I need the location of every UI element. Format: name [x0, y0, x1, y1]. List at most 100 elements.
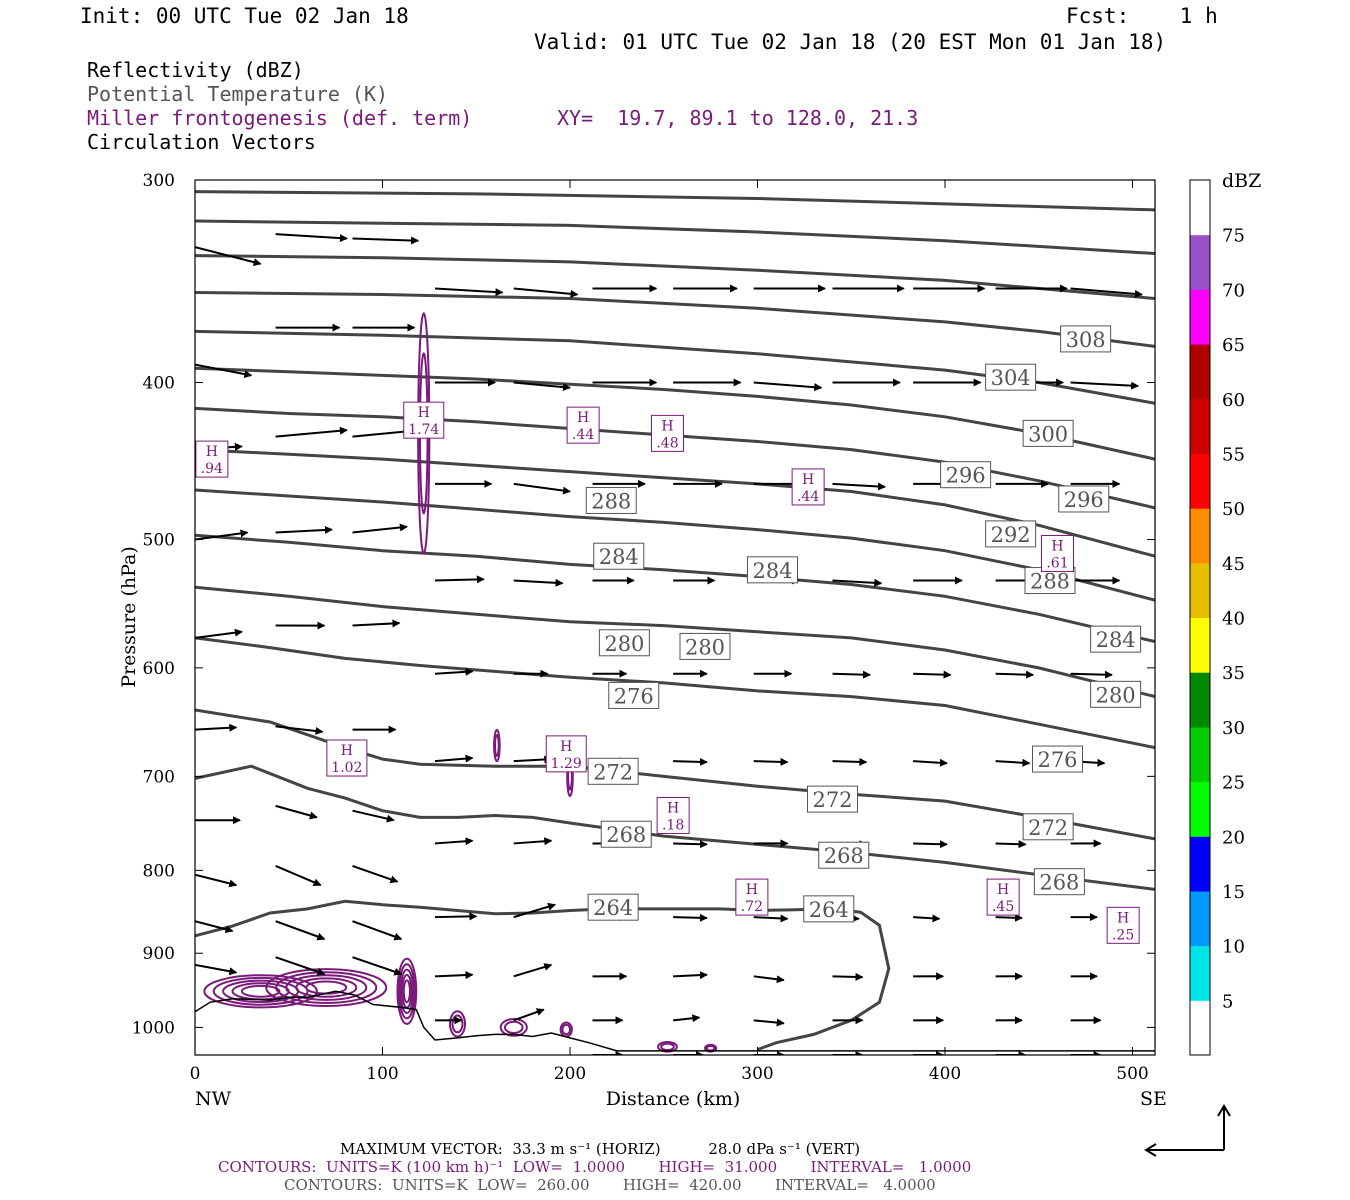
theta-contour-320: [195, 190, 1155, 212]
theta-label-box: [587, 757, 639, 785]
frontogenesis-max-box: [545, 735, 587, 773]
colorbar-level-label: 5: [1222, 991, 1233, 1012]
circulation-vector: [753, 914, 789, 923]
theta-label-box: [587, 893, 639, 921]
x-tick-label: 500: [1116, 1064, 1148, 1084]
y-tick-label: 500: [143, 531, 175, 551]
legend-potential-temperature: Potential Temperature (K): [87, 82, 389, 106]
theta-label: 264: [809, 898, 849, 922]
theta-contour-264: [195, 899, 891, 1052]
colorbar-swatch: [1190, 672, 1210, 728]
circulation-vector: [275, 525, 333, 534]
circulation-vector: [1070, 287, 1143, 298]
circulation-vector: [995, 840, 1027, 849]
colorbar-swatch: [1190, 453, 1210, 509]
theta-label-box: [1022, 813, 1074, 841]
footer-contours-theta: CONTOURS: UNITS=K LOW= 260.00 HIGH= 420.…: [284, 1176, 936, 1194]
circulation-vector: [275, 920, 326, 941]
frontogenesis-max-box: [651, 414, 684, 452]
y-tick-label: 1000: [132, 1018, 175, 1038]
theta-label-box: [940, 461, 992, 489]
colorbar-level-label: 65: [1222, 335, 1245, 356]
frontogenesis-max-value: .44: [572, 427, 594, 443]
theta-contour-308: [195, 291, 1155, 348]
colorbar-frame: [1189, 179, 1211, 1056]
frontogenesis-max-box: [986, 878, 1020, 916]
circulation-vector: [513, 1008, 545, 1022]
circulation-vector: [195, 963, 238, 976]
footer-contours-frontogenesis: CONTOURS: UNITS=K (100 km h)⁻¹ LOW= 1.00…: [218, 1158, 972, 1176]
frontogenesis-max-label: H: [206, 444, 218, 460]
theta-label: 296: [1064, 488, 1104, 512]
circulation-vector: [434, 575, 485, 584]
theta-label-box: [1058, 485, 1110, 513]
colorbar-level-label: 30: [1222, 718, 1245, 739]
x-end-label-nw: NW: [195, 1088, 232, 1110]
circulation-vector: [753, 1018, 785, 1027]
colorbar-swatch: [1190, 289, 1210, 345]
theta-label: 284: [599, 545, 639, 569]
frontogenesis-max-label: H: [667, 800, 679, 816]
reference-vector-icon: [1144, 1104, 1231, 1157]
frontogenesis-contour: [265, 968, 388, 1007]
colorbar-level-label: 60: [1222, 390, 1245, 411]
theta-label: 276: [614, 684, 654, 708]
colorbar-level-label: 50: [1222, 499, 1245, 520]
frontogenesis-max-value: .45: [992, 899, 1014, 915]
colorbar-level-label: 35: [1222, 663, 1245, 684]
colorbar-swatch: [1190, 836, 1210, 892]
circulation-vector: [673, 840, 708, 849]
colorbar-swatch: [1190, 508, 1210, 564]
theta-label: 280: [1096, 683, 1136, 707]
circulation-vector: [673, 913, 708, 922]
x-tick-label: 300: [741, 1064, 773, 1084]
y-tick-label: 900: [143, 944, 175, 964]
theta-label-box: [1022, 419, 1074, 447]
circulation-vector: [352, 864, 399, 884]
circulation-vector: [434, 837, 474, 846]
frontogenesis-max-value: .61: [1046, 555, 1068, 571]
circulation-vector: [995, 758, 1031, 767]
theta-label: 276: [1037, 748, 1077, 772]
theta-contour-288: [195, 488, 1155, 602]
circulation-vector: [513, 482, 571, 495]
theta-label-box: [679, 632, 731, 660]
frontogenesis-contour: [285, 974, 368, 1001]
circulation-vector: [832, 972, 864, 981]
circulation-vector: [913, 758, 948, 767]
colorbar-swatch: [1190, 617, 1210, 673]
theta-contour-268: [195, 764, 1155, 891]
circulation-vector: [673, 757, 708, 766]
theta-label: 268: [1039, 871, 1079, 895]
valid-time: Valid: 01 UTC Tue 02 Jan 18 (20 EST Mon …: [534, 30, 1167, 54]
circulation-vector: [832, 482, 886, 491]
theta-label-box: [608, 681, 660, 709]
frontogenesis-max-label: H: [1051, 538, 1063, 554]
theta-label-box: [1033, 868, 1085, 896]
colorbar-swatch: [1190, 398, 1210, 454]
circulation-vector: [434, 971, 474, 980]
theta-label-box: [598, 629, 650, 657]
frontogenesis-max-label: H: [341, 743, 353, 759]
legend-xy-endpoints: XY= 19.7, 89.1 to 128.0, 21.3: [557, 106, 919, 130]
colorbar-level-label: 70: [1222, 280, 1245, 301]
theta-contour-312: [195, 254, 1155, 300]
circulation-vector: [832, 578, 883, 587]
theta-label: 280: [604, 632, 644, 656]
frontogenesis-max-value: 1.74: [408, 422, 439, 438]
frontogenesis-max-box: [735, 878, 769, 916]
theta-label-box: [803, 895, 855, 923]
y-tick-label: 400: [143, 373, 175, 393]
x-tick-label: 400: [929, 1064, 961, 1084]
theta-label: 272: [593, 760, 633, 784]
circulation-vector: [275, 725, 324, 735]
theta-contour-300: [195, 366, 1155, 461]
frontogenesis-max-box: [656, 796, 690, 834]
circulation-vector: [352, 236, 420, 245]
x-tick-label: 0: [190, 1064, 201, 1084]
circulation-vector: [275, 233, 348, 243]
theta-label: 288: [1030, 570, 1070, 594]
theta-label: 280: [685, 635, 725, 659]
frontogenesis-max-value: .44: [797, 489, 819, 505]
